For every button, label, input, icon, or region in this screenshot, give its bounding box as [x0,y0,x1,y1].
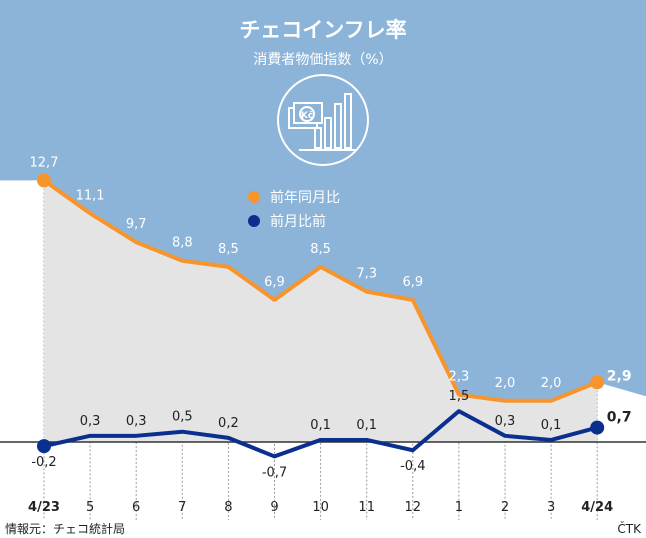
data-label-yoy: 6,9 [264,275,285,290]
data-label-yoy: 6,9 [402,275,423,290]
x-tick-label: 10 [312,500,329,515]
data-label-yoy: 2,3 [449,370,470,385]
data-label-mom: 0,3 [80,414,101,429]
data-label-mom: -0,7 [262,465,287,480]
x-tick-label: 5 [86,500,94,515]
svg-text:Kč: Kč [301,110,313,121]
data-label-mom: -0,4 [400,459,425,474]
data-label-yoy: 7,3 [356,267,377,282]
point-marker-yoy [37,173,51,188]
data-label-yoy: 2,9 [607,368,632,384]
credit-label: ČTK [617,521,642,536]
data-label-yoy: 2,0 [495,376,516,391]
chart-subtitle: 消費者物価指数（%） [253,52,392,68]
data-label-yoy: 2,0 [541,376,562,391]
x-tick-label: 12 [405,500,422,515]
data-label-yoy: 8,8 [172,236,193,251]
x-tick-label: 4/23 [28,500,60,515]
data-label-mom: 0,7 [607,410,632,426]
legend: 前年同月比 前月比前 [248,189,340,230]
x-tick-label: 7 [178,500,186,515]
legend-marker-blue [248,215,260,227]
area-fill [44,180,598,442]
x-tick-label: 4/24 [581,500,613,515]
data-label-mom: 0,1 [310,418,331,433]
x-tick-label: 3 [547,500,555,515]
x-tick-label: 2 [501,500,509,515]
currency-bar-chart-icon: Kč [277,74,369,166]
series-line-yoy [42,178,598,403]
source-note: 情報元：チェコ統計局 [5,521,125,536]
legend-label-mom: 前月比前 [270,213,326,230]
x-tick-label: 6 [132,500,140,515]
data-label-mom: 0,3 [495,414,516,429]
data-label-mom: 0,5 [172,410,193,425]
x-tick-label: 1 [455,500,463,515]
data-label-mom: 1,5 [449,389,470,404]
data-label-mom: 0,3 [126,414,147,429]
legend-marker-orange [248,191,260,203]
data-label-mom: 0,1 [356,418,377,433]
chart-title: チェコインフレ率 [239,18,406,42]
x-tick-label: 9 [270,500,278,515]
data-label-mom: 0,1 [541,418,562,433]
data-label-yoy: 9,7 [126,217,147,232]
data-label-mom: -0,2 [31,455,56,470]
point-marker-mom [590,420,605,435]
data-label-yoy: 11,1 [76,188,105,203]
data-label-yoy: 12,7 [30,155,59,170]
data-label-yoy: 8,5 [310,242,331,257]
x-tick-label: 8 [224,500,232,515]
data-label-mom: 0,2 [218,416,239,431]
data-label-yoy: 8,5 [218,242,239,257]
point-marker-mom [37,439,51,454]
point-marker-yoy [590,375,605,390]
x-tick-label: 11 [358,500,375,515]
blue-background [0,0,646,401]
legend-label-yoy: 前年同月比 [270,189,340,206]
series-line-mom [43,409,598,459]
